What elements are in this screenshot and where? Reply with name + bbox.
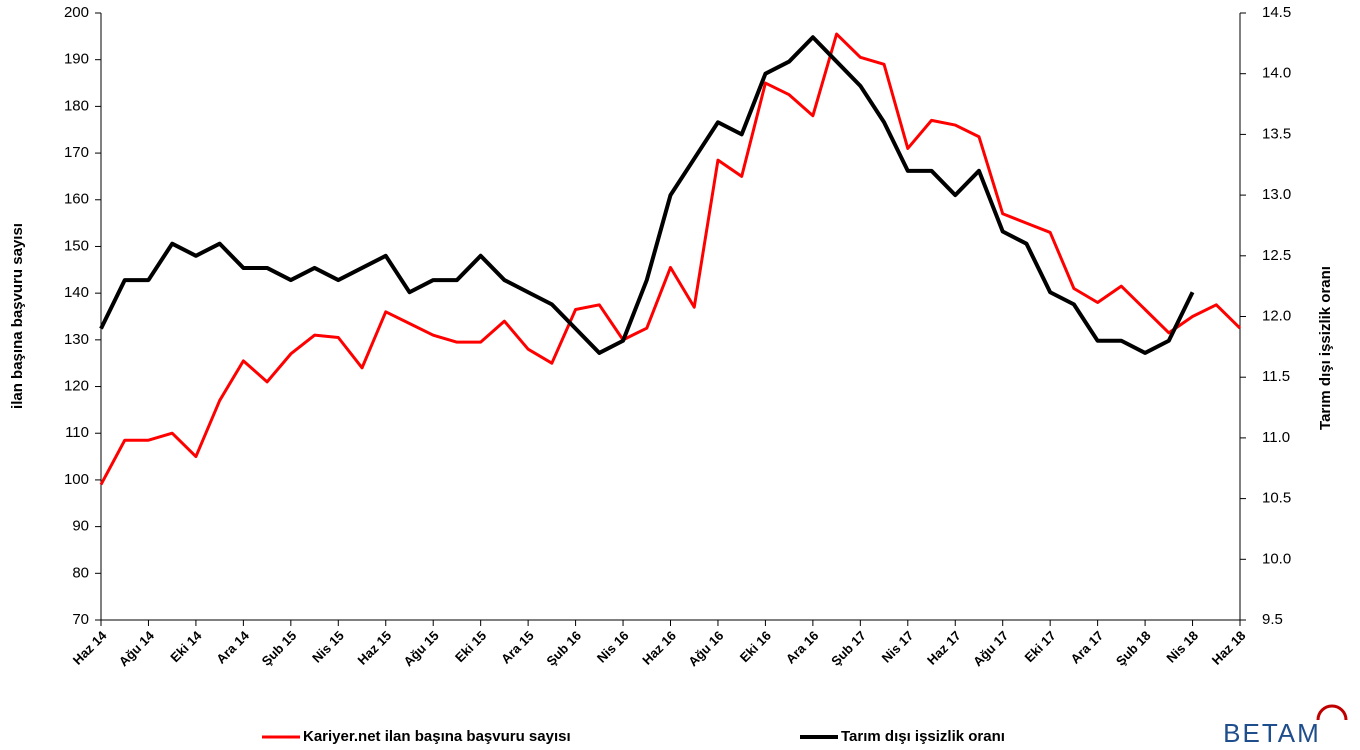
x-tick-label: Ağu 15: [401, 628, 442, 669]
logo-text: BETAM: [1223, 718, 1321, 748]
x-tick-label: Eki 16: [737, 628, 774, 665]
x-tick-label: Nis 16: [594, 628, 632, 666]
y-tick-label: 130: [64, 331, 89, 348]
x-tick-label: Eki 14: [167, 627, 205, 665]
x-tick-label: Şub 18: [1113, 628, 1154, 669]
x-tick-label: Nis 15: [309, 628, 347, 666]
x-tick-label: Haz 14: [70, 627, 110, 667]
x-tick-label: Ağu 17: [970, 628, 1011, 669]
x-tick-label: Ara 16: [783, 628, 822, 667]
y2-tick-label: 14.0: [1262, 65, 1291, 82]
y2-tick-label: 11.0: [1262, 429, 1290, 446]
x-tick-label: Ara 15: [498, 628, 537, 667]
series-line: [99, 35, 1195, 355]
x-tick-label: Haz 15: [355, 628, 395, 668]
y2-tick-label: 13.5: [1262, 125, 1291, 142]
y2-tick-label: 11.5: [1262, 368, 1290, 385]
y-tick-label: 170: [64, 144, 89, 161]
y-axis-title: ilan başına başvuru sayısı: [9, 223, 26, 409]
logo: BETAM: [1223, 704, 1348, 748]
series-line: [99, 32, 1242, 486]
x-tick-label: Şub 17: [828, 628, 869, 669]
y2-tick-label: 12.0: [1262, 307, 1291, 324]
logo-arc: [1316, 704, 1348, 721]
y-tick-label: 190: [64, 51, 89, 68]
x-tick-label: Ara 14: [213, 627, 252, 666]
x-tick-label: Haz 18: [1209, 628, 1249, 668]
y-tick-label: 100: [64, 471, 89, 488]
y-tick-label: 180: [64, 97, 89, 114]
legend-label: Kariyer.net ilan başına başvuru sayısı: [303, 728, 571, 745]
x-tick-label: Haz 17: [924, 628, 964, 668]
legend-label: Tarım dışı işsizlik oranı: [841, 728, 1005, 745]
y-tick-label: 110: [65, 424, 89, 441]
x-tick-label: Eki 15: [452, 628, 489, 665]
x-tick-label: Ara 17: [1067, 628, 1106, 667]
y-tick-label: 200: [64, 4, 89, 21]
y2-tick-label: 12.5: [1262, 247, 1291, 264]
y-tick-label: 120: [64, 378, 89, 395]
x-tick-label: Şub 16: [543, 628, 584, 669]
x-tick-label: Ağu 16: [685, 628, 726, 669]
y-tick-label: 160: [64, 191, 89, 208]
y2-tick-label: 14.5: [1262, 4, 1291, 21]
y2-tick-label: 10.5: [1262, 490, 1291, 507]
y-tick-label: 150: [64, 237, 89, 254]
y2-axis-title: Tarım dışı işsizlik oranı: [1317, 266, 1334, 430]
y-tick-label: 140: [64, 284, 89, 301]
y2-tick-label: 13.0: [1262, 186, 1291, 203]
y-tick-label: 70: [72, 611, 89, 628]
y2-tick-label: 9.5: [1262, 611, 1283, 628]
x-tick-label: Nis 18: [1163, 628, 1201, 666]
x-tick-label: Nis 17: [879, 628, 917, 666]
x-tick-label: Eki 17: [1022, 628, 1059, 665]
x-tick-label: Şub 15: [259, 628, 300, 669]
y2-tick-label: 10.0: [1262, 550, 1291, 567]
y-tick-label: 90: [72, 518, 89, 535]
x-tick-label: Ağu 14: [116, 627, 158, 669]
y-tick-label: 80: [72, 564, 89, 581]
x-tick-label: Haz 16: [639, 628, 679, 668]
